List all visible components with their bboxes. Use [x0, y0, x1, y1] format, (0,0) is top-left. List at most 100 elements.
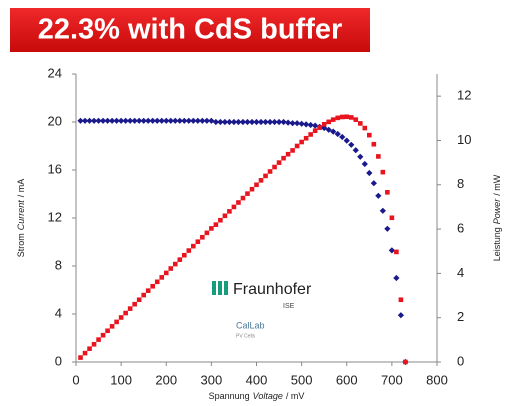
- y-tick-label: 24: [48, 65, 62, 80]
- point: [109, 324, 115, 329]
- y2-axis-label: Leistung Power / mW: [492, 174, 502, 261]
- point: [272, 164, 277, 170]
- point: [371, 141, 377, 147]
- title-banner: [10, 8, 370, 52]
- point: [186, 248, 192, 253]
- y-tick-label: 16: [48, 161, 62, 176]
- logo-text: Fraunhofer: [233, 281, 312, 298]
- point: [149, 117, 156, 124]
- point: [357, 153, 364, 160]
- x-axis-label: Spannung Voltage / mV: [209, 391, 305, 401]
- point: [136, 297, 142, 303]
- point: [348, 141, 355, 148]
- point: [230, 118, 238, 126]
- point: [190, 117, 197, 124]
- point: [403, 359, 408, 365]
- x-axis-label-part: Spannung: [209, 391, 250, 401]
- point: [299, 139, 304, 145]
- point: [218, 217, 223, 223]
- point: [357, 121, 363, 126]
- point: [352, 147, 359, 154]
- point: [226, 118, 233, 126]
- y-axis-label: Strom Current / mA: [16, 179, 26, 258]
- logo-icon: [212, 281, 216, 295]
- logo: Fraunhofer ISE CalLab PV Cells: [212, 281, 312, 339]
- point: [326, 119, 331, 125]
- point: [145, 288, 151, 293]
- y-tick-label: 4: [55, 305, 62, 320]
- x-tick-label: 400: [246, 372, 268, 387]
- point: [385, 190, 390, 195]
- logo-icon: [224, 281, 228, 295]
- point: [367, 132, 372, 138]
- point: [330, 128, 337, 135]
- point: [96, 337, 101, 342]
- point: [86, 117, 93, 124]
- point: [249, 186, 255, 192]
- point: [321, 121, 327, 127]
- point: [208, 117, 215, 124]
- point: [118, 117, 125, 124]
- y2-axis-label-part: Power: [492, 198, 502, 225]
- x-tick-label: 700: [381, 372, 403, 387]
- x-tick-label: 200: [155, 372, 177, 387]
- point: [118, 315, 124, 320]
- point: [191, 243, 196, 249]
- point: [236, 200, 241, 205]
- point: [397, 312, 405, 319]
- y2-axis-label-part: / mW: [492, 174, 502, 195]
- point: [81, 117, 89, 124]
- y-tick-label: 20: [48, 113, 62, 128]
- point: [362, 125, 368, 131]
- y2-tick-label: 4: [457, 265, 464, 280]
- y-axis-label-part: / mA: [16, 179, 26, 198]
- x-axis-label-part: Voltage: [253, 391, 283, 401]
- point: [221, 118, 229, 126]
- point: [348, 115, 354, 120]
- y2-tick-label: 0: [457, 353, 464, 368]
- logo-sub: ISE: [283, 303, 295, 310]
- x-tick-label: 600: [336, 372, 358, 387]
- point: [99, 117, 107, 124]
- point: [217, 118, 224, 126]
- point: [370, 180, 377, 187]
- point: [244, 118, 251, 126]
- point: [240, 195, 246, 201]
- y-tick-label: 8: [55, 257, 62, 272]
- point: [163, 117, 170, 124]
- y2-tick-label: 10: [457, 132, 471, 147]
- y2-axis-label-part: Leistung: [492, 227, 502, 261]
- y2-tick-label: 12: [457, 88, 471, 103]
- point: [172, 261, 178, 267]
- point: [204, 230, 210, 236]
- point: [380, 169, 386, 175]
- point: [150, 283, 156, 289]
- point: [361, 160, 368, 168]
- lab-sub: PV Cells: [236, 333, 256, 339]
- point: [239, 118, 247, 126]
- point: [389, 215, 395, 221]
- point: [353, 117, 359, 122]
- point: [163, 270, 169, 276]
- point: [212, 118, 219, 126]
- point: [195, 239, 201, 245]
- lab-text: CalLab: [236, 320, 265, 330]
- point: [263, 173, 268, 179]
- logo-icon: [218, 281, 222, 295]
- point: [78, 355, 83, 360]
- point: [127, 306, 133, 311]
- point: [145, 117, 152, 124]
- point: [209, 226, 214, 231]
- point: [140, 117, 147, 124]
- point: [398, 297, 404, 303]
- y-tick-label: 0: [55, 353, 62, 368]
- x-tick-label: 300: [201, 372, 223, 387]
- point: [136, 117, 143, 124]
- point: [77, 117, 84, 124]
- point: [100, 332, 106, 338]
- point: [213, 222, 219, 227]
- point: [253, 118, 260, 126]
- point: [248, 118, 256, 126]
- point: [114, 319, 119, 325]
- y2-tick-label: 8: [457, 176, 464, 191]
